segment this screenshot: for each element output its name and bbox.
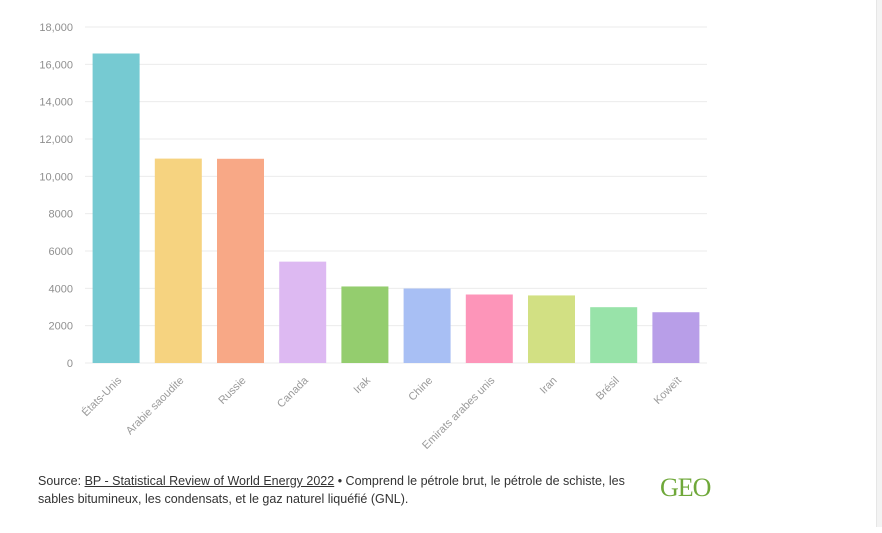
y-tick-label: 10,000 [39,171,73,183]
bar[interactable] [652,312,700,363]
y-tick-label: 18,000 [39,22,73,34]
scrollbar-track[interactable] [876,0,882,527]
source-prefix: Source: [38,474,85,488]
x-axis: États-Unis Arabie saoudite Russie Canada Ira… [79,374,684,452]
bar[interactable] [279,261,327,363]
bar[interactable] [154,158,202,363]
x-tick-label: Irak [352,374,374,396]
x-tick-label: Canada [275,374,311,410]
y-tick-label: 6000 [49,246,73,258]
y-tick-label: 16,000 [39,59,73,71]
chart-footer: Source: BP - Statistical Review of World… [38,472,650,508]
x-tick-label: Russie [216,375,248,407]
y-tick-label: 12,000 [39,134,73,146]
geo-logo-text: GEO [660,473,711,502]
source-note: • Comprend le pétrole brut, le pétrole d… [38,474,625,506]
bar[interactable] [341,286,389,363]
x-tick-label: Brésil [594,375,622,403]
source-link[interactable]: BP - Statistical Review of World Energy … [84,474,335,488]
y-tick-label: 0 [67,358,73,370]
x-tick-label: Iran [538,375,560,397]
bar[interactable] [590,307,638,363]
x-tick-label: États-Unis [79,374,124,419]
y-tick-label: 2000 [49,321,73,333]
y-axis: 0 2000 4000 6000 8000 10,000 12,000 14,000 16,00… [39,22,73,370]
x-tick-label: Arabie saoudite [124,375,187,438]
y-tick-label: 8000 [49,209,73,221]
bar[interactable] [217,158,264,363]
bars [92,53,700,364]
x-tick-label: Koweït [652,375,684,407]
x-tick-label: Chine [406,375,435,404]
geo-logo: GEO [660,473,712,502]
y-tick-label: 4000 [49,283,73,295]
bar[interactable] [465,294,513,363]
bar-chart: 0 2000 4000 6000 8000 10,000 12,000 14,000 16,00… [39,22,707,452]
bar[interactable] [92,53,140,364]
bar[interactable] [528,295,575,363]
y-tick-label: 14,000 [39,97,73,109]
bar[interactable] [403,288,451,363]
